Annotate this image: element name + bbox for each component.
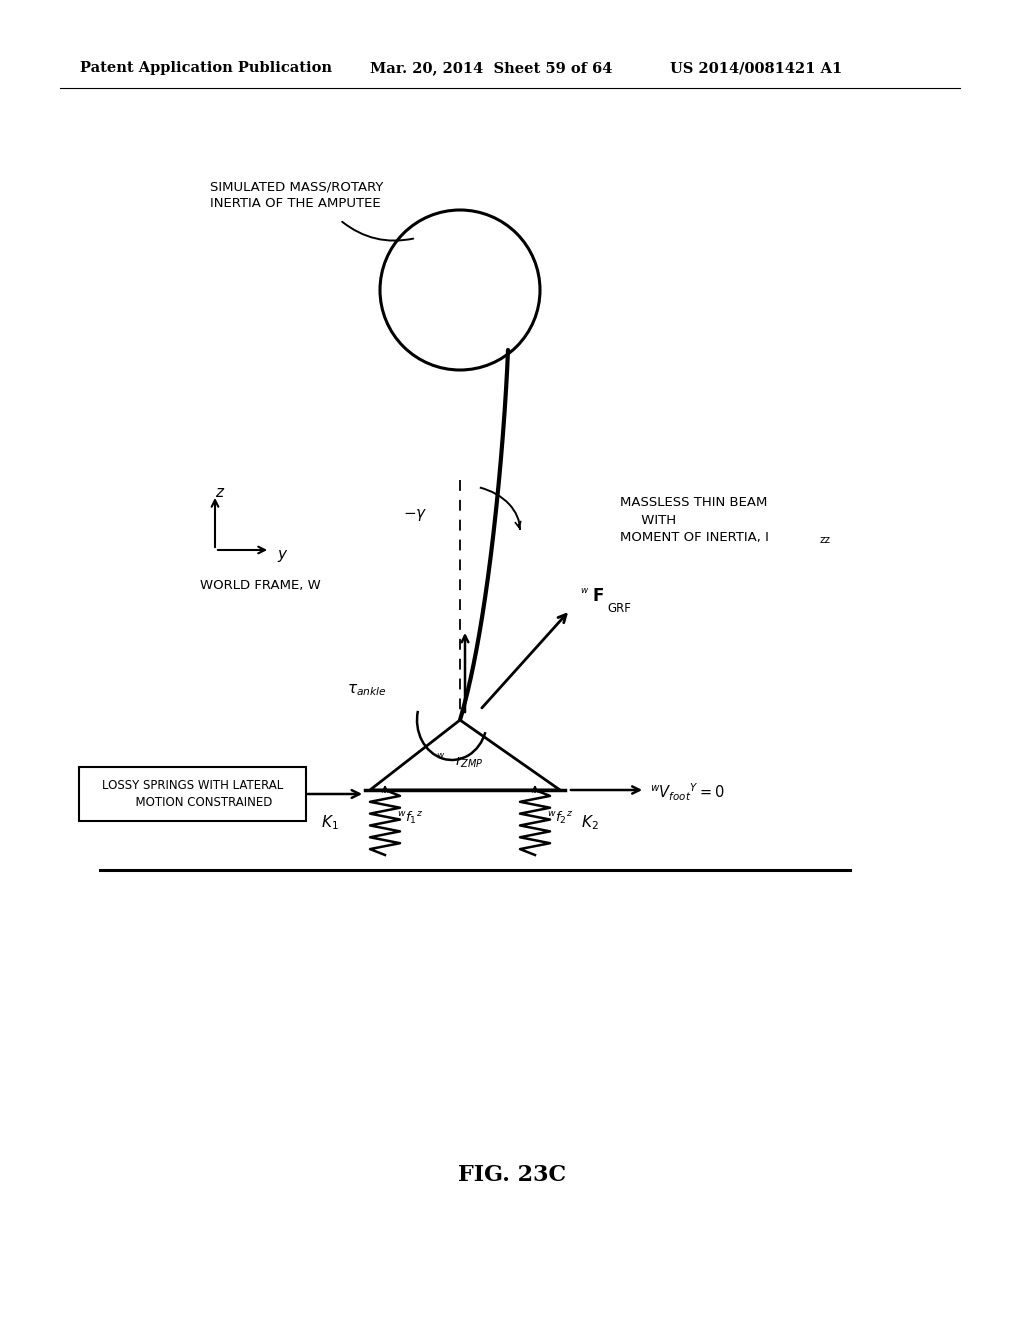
Text: WORLD FRAME, W: WORLD FRAME, W bbox=[200, 578, 321, 591]
Text: $-\gamma$: $-\gamma$ bbox=[402, 507, 427, 523]
Text: $\tau_{ankle}$: $\tau_{ankle}$ bbox=[347, 682, 387, 698]
Text: y: y bbox=[278, 546, 286, 561]
Text: z: z bbox=[215, 484, 223, 500]
Text: $^{w}V_{foot}{}^{Y} = 0$: $^{w}V_{foot}{}^{Y} = 0$ bbox=[650, 781, 725, 803]
Text: $K_1$: $K_1$ bbox=[322, 813, 339, 832]
Text: SIMULATED MASS/ROTARY
INERTIA OF THE AMPUTEE: SIMULATED MASS/ROTARY INERTIA OF THE AMP… bbox=[210, 180, 383, 210]
Text: $^{w}f_{2}{}^{z}$: $^{w}f_{2}{}^{z}$ bbox=[547, 809, 573, 825]
Text: FIG. 23C: FIG. 23C bbox=[458, 1164, 566, 1185]
Text: Mar. 20, 2014  Sheet 59 of 64: Mar. 20, 2014 Sheet 59 of 64 bbox=[370, 61, 612, 75]
Text: $^{w}$: $^{w}$ bbox=[435, 751, 445, 764]
Text: $r_{ZMP}$: $r_{ZMP}$ bbox=[455, 754, 483, 770]
Text: MASSLESS THIN BEAM
     WITH
MOMENT OF INERTIA, I: MASSLESS THIN BEAM WITH MOMENT OF INERTI… bbox=[620, 496, 769, 544]
Text: US 2014/0081421 A1: US 2014/0081421 A1 bbox=[670, 61, 843, 75]
Text: $^{w}f_{1}{}^{z}$: $^{w}f_{1}{}^{z}$ bbox=[397, 809, 423, 825]
FancyBboxPatch shape bbox=[79, 767, 306, 821]
Text: LOSSY SPRINGS WITH LATERAL
      MOTION CONSTRAINED: LOSSY SPRINGS WITH LATERAL MOTION CONSTR… bbox=[101, 779, 283, 809]
Text: $\mathbf{F}$: $\mathbf{F}$ bbox=[592, 587, 604, 605]
Text: $^{w}$: $^{w}$ bbox=[580, 587, 589, 601]
Text: $K_2$: $K_2$ bbox=[582, 813, 599, 832]
Text: zz: zz bbox=[820, 535, 831, 545]
Text: GRF: GRF bbox=[607, 602, 631, 615]
Text: Patent Application Publication: Patent Application Publication bbox=[80, 61, 332, 75]
